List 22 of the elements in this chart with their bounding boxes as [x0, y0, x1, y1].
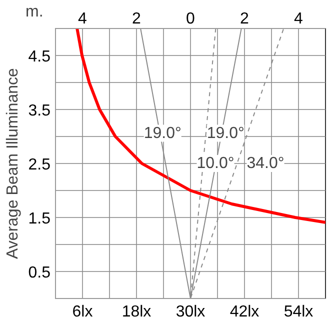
- annotation: 19.0°: [206, 124, 244, 142]
- y-tick-label: 4.5: [28, 48, 51, 66]
- line-series: [76, 28, 326, 224]
- x2-tick-label: 2: [240, 10, 250, 28]
- y-tick-label: 0.5: [28, 264, 51, 282]
- y-tick-label: 3.5: [28, 102, 51, 120]
- x2-tick-label: 0: [186, 10, 196, 28]
- annotation: 34.0°: [246, 155, 284, 172]
- y-axis-title: Average Beam Illuminance: [4, 68, 22, 259]
- y-tick-label: 1.5: [28, 210, 51, 228]
- x-tick-label: 6lx: [72, 304, 93, 320]
- x-tick-label: 18lx: [122, 304, 152, 320]
- y-tick-label: 2.5: [28, 156, 51, 174]
- x2-tick-label: 4: [78, 10, 88, 28]
- x2-axis-title: m.: [26, 4, 44, 20]
- x-tick-label: 42lx: [230, 304, 260, 320]
- x-tick-label: 54lx: [284, 304, 314, 320]
- annotation: 10.0°: [196, 155, 234, 172]
- x2-tick-label: 2: [132, 10, 142, 28]
- x2-tick-label: 4: [294, 10, 304, 28]
- x-tick-label: 30lx: [176, 304, 206, 320]
- annotation: 19.0°: [144, 124, 182, 142]
